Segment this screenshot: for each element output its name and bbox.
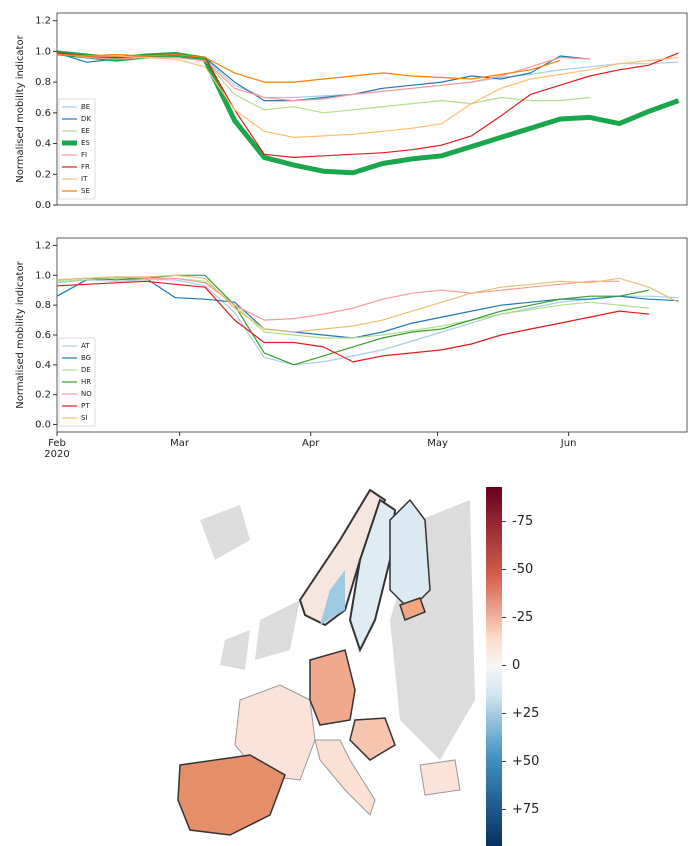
- y-tick-label: 0.2: [35, 169, 51, 180]
- legend-label: NO: [81, 390, 92, 398]
- legend-label: SE: [81, 187, 90, 195]
- legend-frame: [58, 98, 96, 200]
- colorbar-tick-label: +75: [512, 802, 539, 817]
- colorbar-tick-label: 0: [512, 658, 520, 673]
- spain-portugal: [177, 754, 286, 836]
- series-line: [56, 52, 679, 158]
- legend-label: ES: [81, 139, 90, 147]
- series-line: [56, 276, 620, 321]
- x-tick-label: Apr: [302, 438, 320, 449]
- norway-south: [320, 570, 345, 625]
- legend-label: DK: [81, 115, 91, 123]
- legend-label: AT: [81, 342, 90, 350]
- legend-label: PT: [81, 402, 90, 410]
- y-tick-label: 0.8: [35, 77, 51, 88]
- colorbar-tick-label: +50: [512, 754, 539, 769]
- colorbar-axis: -75 -50 -25 0 +25 +50 +75: [502, 514, 539, 817]
- bulgaria: [419, 759, 461, 796]
- y-tick-label: 1.2: [35, 240, 51, 251]
- series-line: [56, 277, 679, 339]
- y-tick-label: 0.0: [35, 200, 51, 211]
- y-tick-label: 0.6: [35, 330, 51, 341]
- y-tick-label: 0.4: [35, 360, 51, 371]
- legend-label: EE: [81, 127, 90, 135]
- legend-label: BG: [81, 354, 91, 362]
- legend: BE DK EE ES FI FR IT SE: [58, 98, 96, 200]
- series-line: [56, 52, 590, 102]
- x-tick-label: Feb 2020: [44, 438, 69, 460]
- series-line: [56, 53, 561, 83]
- line-chart: 0.0 0.2 0.4 0.6 0.8 1.0 1.2 Normalised mobility…: [15, 12, 688, 211]
- series-line: [56, 53, 679, 138]
- legend-label: IT: [81, 175, 88, 183]
- y-tick-label: 1.0: [35, 270, 51, 281]
- series-line: [56, 274, 679, 333]
- colorbar: [486, 487, 502, 846]
- colorbar-tick-label: -25: [512, 610, 533, 625]
- legend-label: FR: [81, 163, 90, 171]
- legend-label: DE: [81, 366, 91, 374]
- x-tick-label: Jun: [560, 438, 577, 449]
- y-tick-label: 0.4: [35, 139, 51, 150]
- finland: [389, 498, 431, 612]
- legend-label: HR: [81, 378, 91, 386]
- y-tick-label: 0.6: [35, 108, 51, 119]
- italy: [314, 739, 376, 816]
- x-tick-label: May: [427, 438, 448, 449]
- legend-label: FI: [81, 151, 87, 159]
- series-line: [56, 280, 649, 363]
- y-tick-label: 0.2: [35, 390, 51, 401]
- legend-label: SI: [81, 414, 88, 422]
- series-line: [56, 274, 650, 366]
- y-axis-label: Normalised mobility indicator: [15, 260, 26, 408]
- sweden: [348, 498, 397, 653]
- y-tick-label: 1.2: [35, 16, 51, 27]
- series-line: [56, 53, 590, 114]
- legend: AT BG DE HR NO PT SI: [58, 337, 96, 427]
- colorbar-tick-label: +25: [512, 706, 539, 721]
- central-europe: [349, 717, 396, 761]
- legend-label: BE: [81, 103, 90, 111]
- colorbar-tick-label: -50: [512, 562, 533, 577]
- y-tick-label: 0.0: [35, 420, 51, 431]
- estonia: [399, 597, 426, 621]
- series-line: [56, 279, 679, 366]
- france: [234, 684, 316, 781]
- line-chart: 0.0 0.2 0.4 0.6 0.8 1.0 1.2 Feb 2020 Mar Apr May Jun…: [15, 237, 688, 460]
- plot-frame: [56, 237, 688, 433]
- y-tick-label: 0.8: [35, 300, 51, 311]
- y-axis-label: Normalised mobility indicator: [15, 34, 26, 182]
- series-line: [56, 277, 649, 339]
- x-tick-label: Mar: [170, 438, 190, 449]
- y-tick-label: 1.0: [35, 46, 51, 57]
- map: [155, 487, 475, 846]
- non-eu-land: [200, 500, 475, 760]
- colorbar-tick-label: -75: [512, 514, 533, 529]
- plot-frame: [56, 12, 688, 206]
- germany: [309, 649, 356, 726]
